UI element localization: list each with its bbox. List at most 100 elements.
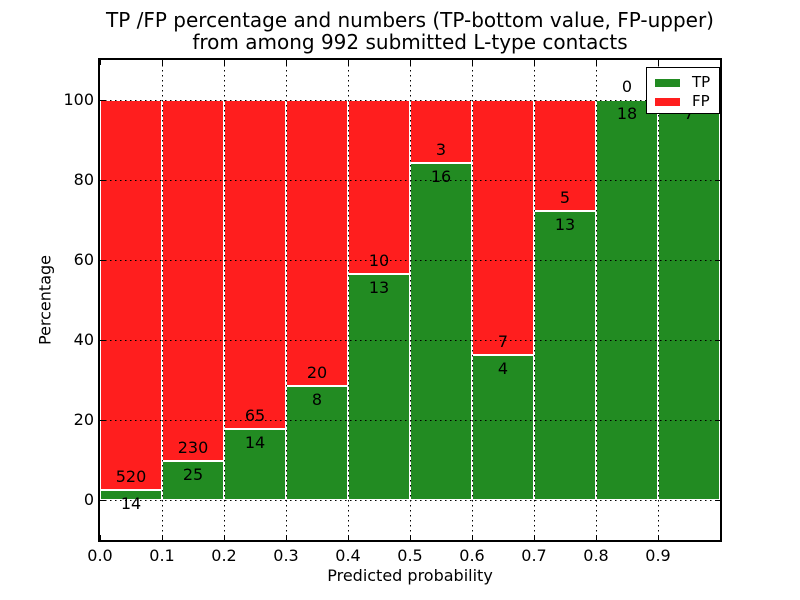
y-tick-label: 0 <box>83 490 94 509</box>
bar-value-label-tp: 25 <box>182 464 204 484</box>
bar-value-label-fp: 7 <box>497 331 509 351</box>
plot-inner: 5201423025651420810133167451301807 <box>100 60 720 540</box>
bar-value-label-fp: 5 <box>559 188 571 208</box>
bar-segment-tp <box>224 429 286 500</box>
x-tick-mark <box>285 535 287 540</box>
bar-segment-fp <box>224 100 286 430</box>
bar-value-label-tp: 8 <box>311 389 323 409</box>
bar-value-label-fp: 10 <box>368 250 390 270</box>
x-tick-label: 0.8 <box>583 546 609 565</box>
x-tick-mark <box>471 60 473 65</box>
y-tick-mark <box>100 99 105 101</box>
bar-value-label-fp: 65 <box>244 406 266 426</box>
y-tick-mark <box>100 419 105 421</box>
x-tick-mark <box>471 535 473 540</box>
x-tick-label: 0.5 <box>397 546 423 565</box>
bar-segment-tp <box>596 100 658 500</box>
gridline-vertical <box>161 60 163 540</box>
gridline-vertical <box>409 60 411 540</box>
x-tick-label: 0.1 <box>149 546 175 565</box>
gridline-horizontal <box>100 259 720 261</box>
y-tick-label: 40 <box>73 330 94 349</box>
gridline-horizontal <box>100 419 720 421</box>
x-tick-label: 0.3 <box>273 546 299 565</box>
gridline-horizontal <box>100 339 720 341</box>
bar-value-label-fp: 520 <box>115 466 147 486</box>
bar-segment-fp <box>472 100 534 355</box>
bar-segment-fp <box>286 100 348 386</box>
gridline-horizontal <box>100 179 720 181</box>
y-tick-mark <box>715 259 720 261</box>
gridline-vertical <box>223 60 225 540</box>
bar-segment-fp <box>162 100 224 461</box>
gridline-horizontal <box>100 99 720 101</box>
x-tick-mark <box>223 535 225 540</box>
x-tick-mark <box>595 535 597 540</box>
bar-value-label-fp: 230 <box>177 437 209 457</box>
bar-segment-tp <box>472 354 534 500</box>
plot-area: 5201423025651420810133167451301807 <box>98 58 722 542</box>
bar-segment-fp <box>348 100 410 274</box>
y-tick-mark <box>715 339 720 341</box>
y-tick-label: 80 <box>73 170 94 189</box>
y-tick-label: 60 <box>73 250 94 269</box>
bar-value-label-fp: 3 <box>435 140 447 160</box>
x-tick-mark <box>347 535 349 540</box>
bar-value-label-fp: 0 <box>621 77 633 96</box>
x-tick-mark <box>223 60 225 65</box>
chart-title: TP /FP percentage and numbers (TP-bottom… <box>100 9 720 53</box>
bar-value-label-tp: 18 <box>616 104 638 123</box>
bar-value-label-tp: 13 <box>554 215 576 235</box>
x-tick-mark <box>285 60 287 65</box>
x-tick-label: 0.2 <box>211 546 237 565</box>
gridline-vertical <box>533 60 535 540</box>
gridline-vertical <box>285 60 287 540</box>
x-tick-mark <box>595 60 597 65</box>
x-tick-mark <box>533 60 535 65</box>
bar-segment-tp <box>410 163 472 500</box>
gridline-vertical <box>471 60 473 540</box>
x-tick-mark <box>347 60 349 65</box>
bar-segment-tp <box>534 211 596 500</box>
bar-segment-tp <box>658 100 720 500</box>
y-tick-mark <box>100 179 105 181</box>
legend-swatch-tp <box>655 78 680 87</box>
x-tick-mark <box>657 60 659 65</box>
x-tick-mark <box>657 535 659 540</box>
x-tick-mark <box>161 535 163 540</box>
y-tick-mark <box>100 499 105 501</box>
legend-label-tp: TP <box>692 73 711 91</box>
y-tick-mark <box>715 499 720 501</box>
legend-label-fp: FP <box>692 92 710 110</box>
gridline-horizontal <box>100 499 720 501</box>
chart-title-line2: from among 992 submitted L-type contacts <box>192 30 628 54</box>
x-tick-label: 0.0 <box>87 546 113 565</box>
y-tick-mark <box>715 179 720 181</box>
x-axis-label: Predicted probability <box>327 566 493 585</box>
chart-title-line1: TP /FP percentage and numbers (TP-bottom… <box>106 8 714 32</box>
legend-entry-fp: FP <box>655 92 719 111</box>
gridline-vertical <box>595 60 597 540</box>
legend-entry-tp: TP <box>655 73 719 92</box>
x-tick-mark <box>100 535 101 540</box>
legend-swatch-fp <box>655 97 680 106</box>
y-tick-mark <box>100 259 105 261</box>
bar-value-label-tp: 14 <box>120 493 142 513</box>
x-tick-label: 0.6 <box>459 546 485 565</box>
y-tick-mark <box>100 339 105 341</box>
x-tick-label: 0.7 <box>521 546 547 565</box>
bar-value-label-tp: 13 <box>368 277 390 297</box>
bar-value-label-tp: 14 <box>244 433 266 453</box>
x-tick-mark <box>161 60 163 65</box>
bar-value-label-tp: 4 <box>497 358 509 378</box>
gridline-vertical <box>657 60 659 540</box>
x-tick-mark <box>409 535 411 540</box>
legend: TP FP <box>646 67 720 114</box>
y-tick-label: 20 <box>73 410 94 429</box>
x-tick-mark <box>533 535 535 540</box>
x-tick-label: 0.4 <box>335 546 361 565</box>
x-tick-mark <box>100 60 101 65</box>
bar-segment-fp <box>100 100 162 490</box>
bar-value-label-tp: 16 <box>430 167 452 187</box>
